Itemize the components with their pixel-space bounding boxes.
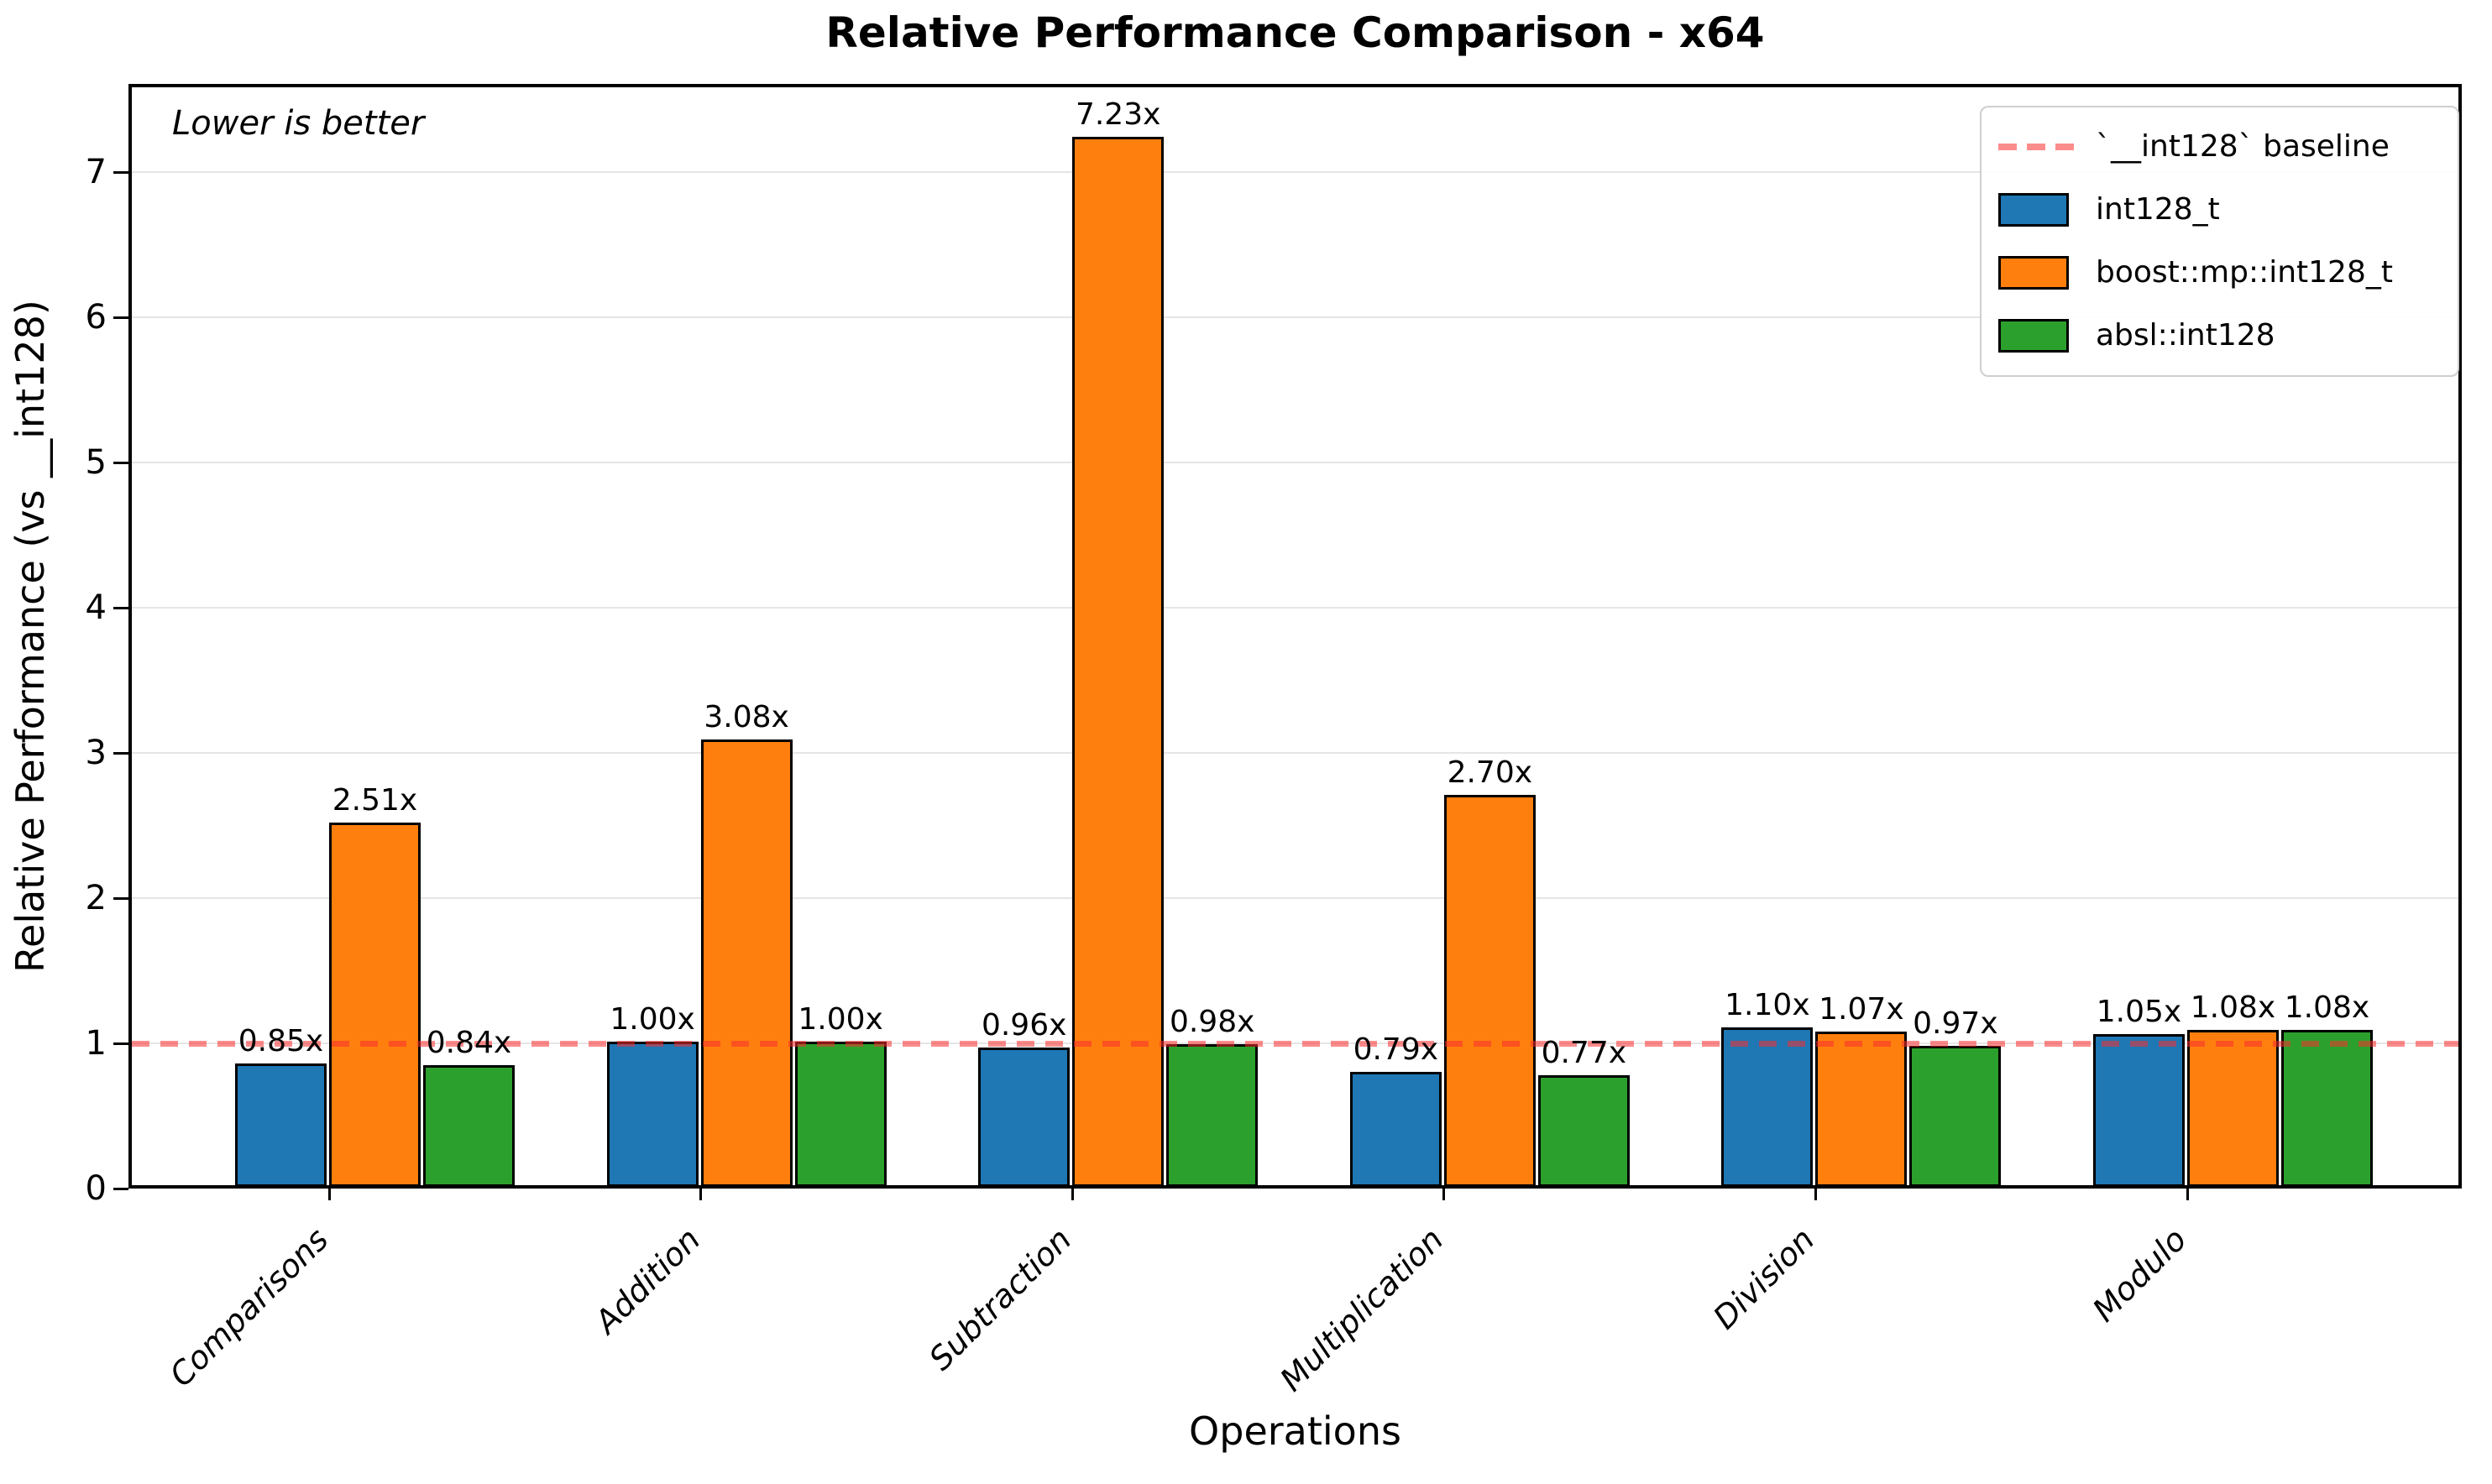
bar-value-label-boost-mp-int128-t-subtraction: 7.23x bbox=[1075, 97, 1161, 132]
bar-boost-mp-int128-t-subtraction bbox=[1072, 137, 1165, 1187]
bar-absl-int128-multiplication bbox=[1537, 1075, 1630, 1187]
annotation-lower-is-better: Lower is better bbox=[172, 104, 425, 143]
y-tick-7 bbox=[113, 171, 128, 174]
legend-color-patch-boost-mp-int128-t bbox=[1998, 255, 2069, 290]
x-tick-modulo bbox=[2186, 1189, 2189, 1200]
bar-value-label-boost-mp-int128-t-division: 1.07x bbox=[1819, 992, 1904, 1027]
bar-boost-mp-int128-t-division bbox=[1815, 1032, 1908, 1187]
legend-label-absl-int128: absl::int128 bbox=[2096, 317, 2275, 353]
bar-absl-int128-division bbox=[1909, 1046, 2002, 1187]
y-tick-label-0: 0 bbox=[85, 1169, 107, 1208]
gridline-y3 bbox=[132, 752, 2458, 754]
x-axis-label: Operations bbox=[1189, 1408, 1401, 1454]
y-axis-label: Relative Performance (vs __int128) bbox=[8, 300, 53, 973]
bar-absl-int128-subtraction bbox=[1166, 1044, 1259, 1187]
y-tick-1 bbox=[113, 1042, 128, 1045]
bar-boost-mp-int128-t-modulo bbox=[2187, 1030, 2279, 1187]
bar-value-label-absl-int128-comparisons: 0.84x bbox=[426, 1026, 512, 1060]
y-tick-label-3: 3 bbox=[85, 734, 107, 772]
bar-value-label-int128-t-comparisons: 0.85x bbox=[238, 1024, 324, 1058]
y-tick-label-2: 2 bbox=[85, 879, 107, 917]
bar-value-label-int128-t-addition: 1.00x bbox=[610, 1002, 695, 1037]
bar-int128-t-subtraction bbox=[978, 1048, 1071, 1187]
bar-absl-int128-addition bbox=[794, 1042, 887, 1187]
legend-dashed-line-sample bbox=[1998, 144, 2074, 151]
bar-boost-mp-int128-t-addition bbox=[700, 739, 793, 1187]
legend-swatch-box-int128-t bbox=[1998, 193, 2074, 227]
bar-value-label-int128-t-division: 1.10x bbox=[1725, 988, 1810, 1022]
bar-boost-mp-int128-t-multiplication bbox=[1443, 795, 1536, 1187]
bar-value-label-absl-int128-addition: 1.00x bbox=[798, 1002, 883, 1037]
legend-row-baseline: `__int128` baseline bbox=[1998, 118, 2441, 176]
baseline-dashed-line bbox=[132, 1041, 2458, 1047]
legend-row-int128-t: int128_t bbox=[1998, 180, 2441, 239]
bar-value-label-boost-mp-int128-t-modulo: 1.08x bbox=[2190, 990, 2276, 1025]
bar-value-label-boost-mp-int128-t-addition: 3.08x bbox=[704, 700, 789, 734]
x-tick-division bbox=[1814, 1189, 1817, 1200]
bar-int128-t-division bbox=[1721, 1027, 1814, 1187]
y-tick-label-7: 7 bbox=[85, 153, 107, 191]
legend-label-int128-t: int128_t bbox=[2096, 192, 2220, 227]
y-tick-label-1: 1 bbox=[85, 1024, 107, 1063]
legend-label-boost-mp-int128-t: boost::mp::int128_t bbox=[2096, 254, 2393, 290]
y-tick-2 bbox=[113, 897, 128, 900]
bar-value-label-int128-t-modulo: 1.05x bbox=[2096, 995, 2182, 1029]
bar-value-label-absl-int128-subtraction: 0.98x bbox=[1169, 1005, 1255, 1039]
gridline-y2 bbox=[132, 897, 2458, 899]
bar-absl-int128-comparisons bbox=[423, 1065, 515, 1187]
x-tick-addition bbox=[699, 1189, 703, 1200]
bar-int128-t-addition bbox=[606, 1042, 699, 1187]
y-tick-6 bbox=[113, 316, 128, 319]
bar-int128-t-multiplication bbox=[1349, 1072, 1442, 1187]
gridline-y5 bbox=[132, 462, 2458, 463]
legend-swatch-box-boost-mp-int128-t bbox=[1998, 255, 2074, 290]
y-tick-5 bbox=[113, 462, 128, 464]
bar-absl-int128-modulo bbox=[2281, 1030, 2373, 1187]
x-tick-comparisons bbox=[327, 1189, 331, 1200]
legend-row-absl-int128: absl::int128 bbox=[1998, 306, 2441, 365]
legend-row-boost-mp-int128-t: boost::mp::int128_t bbox=[1998, 243, 2441, 302]
bar-value-label-boost-mp-int128-t-multiplication: 2.70x bbox=[1447, 755, 1533, 790]
legend-label-baseline: `__int128` baseline bbox=[2096, 129, 2390, 165]
legend-color-patch-int128-t bbox=[1998, 193, 2069, 227]
gridline-y4 bbox=[132, 607, 2458, 609]
bar-int128-t-comparisons bbox=[235, 1063, 327, 1187]
bar-value-label-absl-int128-multiplication: 0.77x bbox=[1541, 1036, 1627, 1070]
bar-value-label-int128-t-multiplication: 0.79x bbox=[1353, 1032, 1439, 1067]
bar-value-label-boost-mp-int128-t-comparisons: 2.51x bbox=[332, 783, 418, 818]
bar-value-label-int128-t-subtraction: 0.96x bbox=[981, 1008, 1067, 1042]
y-tick-3 bbox=[113, 752, 128, 755]
y-tick-0 bbox=[113, 1188, 128, 1190]
bar-boost-mp-int128-t-comparisons bbox=[329, 823, 421, 1187]
y-tick-label-5: 5 bbox=[85, 443, 107, 482]
chart-title: Relative Performance Comparison - x64 bbox=[825, 8, 1765, 57]
x-tick-subtraction bbox=[1071, 1189, 1074, 1200]
y-tick-label-6: 6 bbox=[85, 298, 107, 337]
y-tick-4 bbox=[113, 607, 128, 609]
gridline-y6 bbox=[132, 316, 2458, 318]
legend-swatch-box-baseline bbox=[1998, 144, 2074, 151]
legend-color-patch-absl-int128 bbox=[1998, 318, 2069, 353]
bar-int128-t-modulo bbox=[2093, 1034, 2185, 1187]
y-tick-label-4: 4 bbox=[85, 588, 107, 627]
bar-value-label-absl-int128-division: 0.97x bbox=[1913, 1006, 1998, 1041]
legend-swatch-box-absl-int128 bbox=[1998, 318, 2074, 353]
x-tick-multiplication bbox=[1442, 1189, 1446, 1200]
gridline-y7 bbox=[132, 171, 2458, 173]
bar-value-label-absl-int128-modulo: 1.08x bbox=[2284, 990, 2370, 1025]
